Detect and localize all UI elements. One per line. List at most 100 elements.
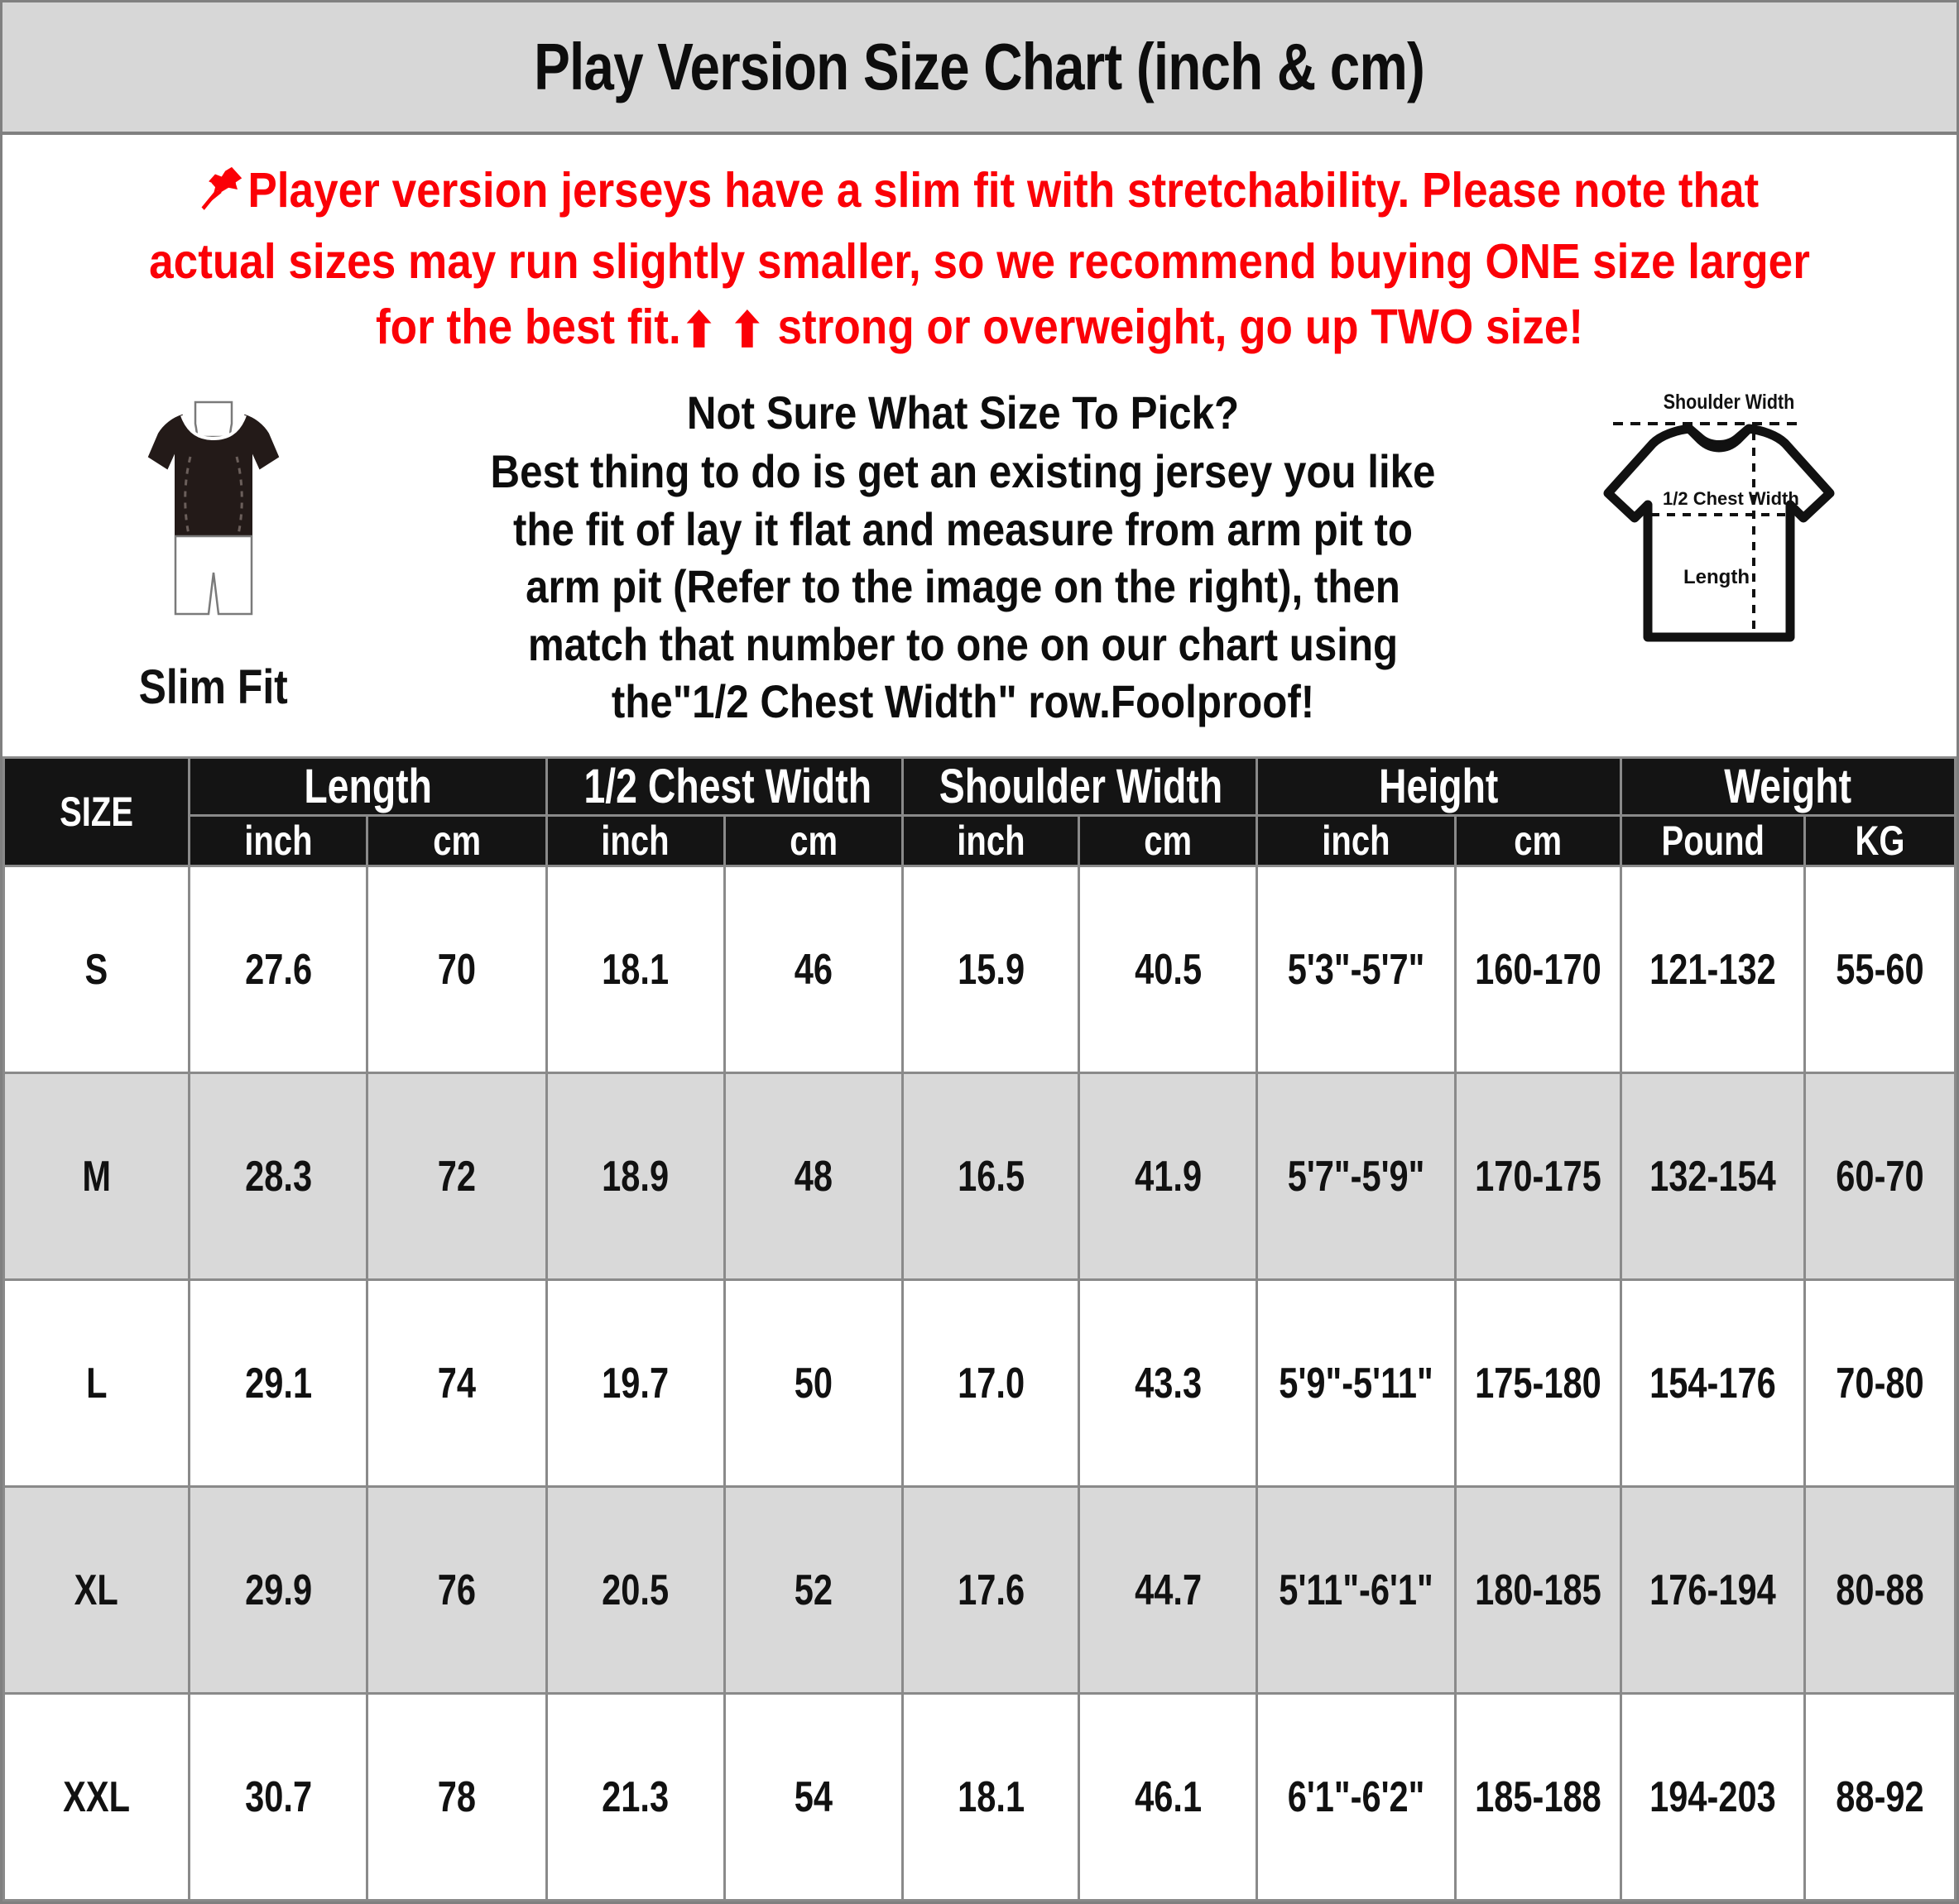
cell-shoulder-inch: 17.6 [900, 1485, 1081, 1695]
cell-weight-kg: 80-88 [1803, 1485, 1957, 1695]
cell-weight-pound: 194-203 [1619, 1692, 1807, 1902]
length-label: Length [1683, 566, 1750, 588]
cell-length-inch: 29.9 [188, 1485, 369, 1695]
pushpin-icon [200, 162, 247, 229]
how-to-line: Best thing to do is get an existing jers… [490, 445, 1436, 498]
cell-weight-kg: 60-70 [1803, 1072, 1957, 1282]
col-unit-length-cm: cm [366, 814, 548, 868]
cell-chest-cm: 48 [723, 1072, 904, 1282]
cell-shoulder-cm: 44.7 [1078, 1485, 1259, 1695]
table-row: XXL 30.7 78 21.3 54 18.1 46.1 6'1"-6'2" … [2, 1692, 1957, 1902]
col-unit-weight-kg: KG [1803, 814, 1957, 868]
tee-diagram-block: Shoulder Width 1/2 Chest Width Length [1534, 386, 1923, 666]
cell-height-inch: 5'9"-5'11" [1256, 1278, 1457, 1489]
slim-fit-jersey-illustration [131, 397, 296, 641]
table-body: S 27.6 70 18.1 46 15.9 40.5 5'3"-5'7" 16… [2, 865, 1957, 1902]
cell-height-cm: 160-170 [1453, 865, 1622, 1075]
cell-length-cm: 72 [366, 1072, 548, 1282]
col-unit-chest-inch: inch [545, 814, 726, 868]
cell-chest-inch: 21.3 [545, 1692, 726, 1902]
col-unit-chest-cm: cm [723, 814, 904, 868]
table-unit-header-row: inch cm inch cm inch cm inch cm Pound KG [4, 814, 1957, 868]
table-row: S 27.6 70 18.1 46 15.9 40.5 5'3"-5'7" 16… [2, 865, 1957, 1075]
table-row: M 28.3 72 18.9 48 16.5 41.9 5'7"-5'9" 17… [2, 1072, 1957, 1282]
cell-shoulder-cm: 41.9 [1078, 1072, 1259, 1282]
how-to-line: match that number to one on our chart us… [527, 617, 1399, 670]
col-unit-weight-pound: Pound [1619, 814, 1807, 868]
cell-chest-cm: 46 [723, 865, 904, 1075]
how-to-line: arm pit (Refer to the image on the right… [526, 560, 1400, 613]
cell-shoulder-inch: 15.9 [900, 865, 1081, 1075]
cell-shoulder-cm: 46.1 [1078, 1692, 1259, 1902]
table-head: SIZE Length 1/2 Chest Width Shoulder Wid… [2, 756, 1957, 868]
cell-height-inch: 5'3"-5'7" [1256, 865, 1457, 1075]
cell-shoulder-cm: 40.5 [1078, 865, 1259, 1075]
cell-length-cm: 74 [366, 1278, 548, 1489]
cell-weight-pound: 176-194 [1619, 1485, 1807, 1695]
cell-weight-kg: 70-80 [1803, 1278, 1957, 1489]
how-to-pick-size: Not Sure What Size To Pick? Best thing t… [391, 386, 1534, 730]
table-row: XL 29.9 76 20.5 52 17.6 44.7 5'11"-6'1" … [2, 1485, 1957, 1695]
cell-weight-pound: 154-176 [1619, 1278, 1807, 1489]
cell-height-inch: 5'7"-5'9" [1256, 1072, 1457, 1282]
cell-chest-inch: 18.1 [545, 865, 726, 1075]
size-table-wrapper: SIZE Length 1/2 Chest Width Shoulder Wid… [2, 756, 1957, 1902]
col-unit-height-inch: inch [1256, 814, 1457, 868]
cell-chest-inch: 18.9 [545, 1072, 726, 1282]
cell-length-inch: 27.6 [188, 865, 369, 1075]
col-group-weight: Weight [1619, 756, 1957, 818]
cell-length-cm: 70 [366, 865, 548, 1075]
row-size-label: XL [2, 1485, 191, 1695]
cell-height-inch: 6'1"-6'2" [1256, 1692, 1457, 1902]
how-to-heading: Not Sure What Size To Pick? [686, 386, 1240, 439]
col-group-shoulder-width: Shoulder Width [900, 756, 1259, 818]
cell-length-inch: 30.7 [188, 1692, 369, 1902]
row-size-label: XXL [2, 1692, 191, 1902]
cell-height-cm: 180-185 [1453, 1485, 1622, 1695]
half-chest-width-label: 1/2 Chest Width [1663, 488, 1799, 509]
arrow-up-icons: ⬆ ⬆ [680, 303, 766, 357]
cell-shoulder-cm: 43.3 [1078, 1278, 1259, 1489]
cell-length-inch: 28.3 [188, 1072, 369, 1282]
size-table: SIZE Length 1/2 Chest Width Shoulder Wid… [2, 756, 1957, 1902]
col-unit-length-inch: inch [188, 814, 369, 868]
cell-weight-kg: 55-60 [1803, 865, 1957, 1075]
slim-fit-label: Slim Fit [138, 660, 289, 715]
col-group-height: Height [1256, 756, 1622, 818]
cell-weight-pound: 121-132 [1619, 865, 1807, 1075]
cell-height-inch: 5'11"-6'1" [1256, 1485, 1457, 1695]
shoulder-width-label: Shoulder Width [1664, 391, 1795, 414]
cell-chest-cm: 52 [723, 1485, 904, 1695]
cell-chest-inch: 20.5 [545, 1485, 726, 1695]
cell-shoulder-inch: 18.1 [900, 1692, 1081, 1902]
cell-chest-inch: 19.7 [545, 1278, 726, 1489]
how-to-line: the"1/2 Chest Width" row.Foolproof! [611, 675, 1315, 728]
col-unit-shoulder-cm: cm [1078, 814, 1259, 868]
title-bar: Play Version Size Chart (inch & cm) [2, 2, 1957, 135]
notice-part2: strong or overweight, go up TWO size! [777, 299, 1584, 354]
how-to-line: the fit of lay it flat and measure from … [512, 502, 1414, 555]
tshirt-measurement-diagram: Shoulder Width 1/2 Chest Width Length [1555, 389, 1903, 666]
cell-height-cm: 170-175 [1453, 1072, 1622, 1282]
cell-shoulder-inch: 17.0 [900, 1278, 1081, 1489]
row-size-label: S [2, 865, 191, 1075]
col-header-size: SIZE [2, 756, 191, 868]
cell-shoulder-inch: 16.5 [900, 1072, 1081, 1282]
row-size-label: M [2, 1072, 191, 1282]
table-row: L 29.1 74 19.7 50 17.0 43.3 5'9"-5'11" 1… [2, 1278, 1957, 1489]
row-size-label: L [2, 1278, 191, 1489]
table-group-header-row: SIZE Length 1/2 Chest Width Shoulder Wid… [2, 756, 1957, 868]
notice-text: Player version jerseys have a slim fit w… [134, 158, 1824, 359]
col-group-half-chest-width: 1/2 Chest Width [545, 756, 904, 818]
cell-length-cm: 78 [366, 1692, 548, 1902]
col-unit-shoulder-inch: inch [900, 814, 1081, 868]
col-unit-height-cm: cm [1453, 814, 1622, 868]
cell-length-inch: 29.1 [188, 1278, 369, 1489]
cell-weight-kg: 88-92 [1803, 1692, 1957, 1902]
cell-height-cm: 175-180 [1453, 1278, 1622, 1489]
page-title: Play Version Size Chart (inch & cm) [534, 30, 1426, 103]
notice-banner: Player version jerseys have a slim fit w… [2, 135, 1957, 367]
cell-height-cm: 185-188 [1453, 1692, 1622, 1902]
col-group-length: Length [188, 756, 548, 818]
